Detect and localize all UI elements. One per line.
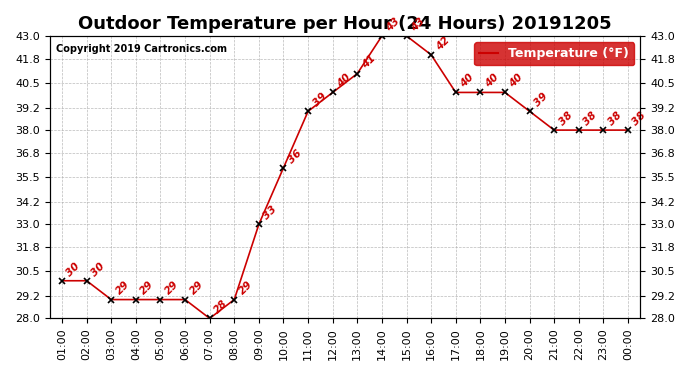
Text: 29: 29 <box>139 279 156 297</box>
Text: 38: 38 <box>557 110 574 128</box>
Text: 40: 40 <box>508 72 525 90</box>
Text: 29: 29 <box>114 279 131 297</box>
Text: 38: 38 <box>606 110 624 128</box>
Text: 40: 40 <box>459 72 476 90</box>
Text: 41: 41 <box>360 54 377 71</box>
Text: 39: 39 <box>311 91 328 108</box>
Text: 43: 43 <box>409 16 426 33</box>
Text: 43: 43 <box>385 16 402 33</box>
Text: 29: 29 <box>237 279 255 297</box>
Text: 39: 39 <box>532 91 550 108</box>
Legend: Temperature (°F): Temperature (°F) <box>475 42 634 65</box>
Text: 40: 40 <box>335 72 353 90</box>
Text: 38: 38 <box>631 110 648 128</box>
Text: 42: 42 <box>434 34 451 52</box>
Title: Outdoor Temperature per Hour (24 Hours) 20191205: Outdoor Temperature per Hour (24 Hours) … <box>78 15 612 33</box>
Text: 30: 30 <box>65 261 82 278</box>
Text: 28: 28 <box>213 298 230 316</box>
Text: Copyright 2019 Cartronics.com: Copyright 2019 Cartronics.com <box>56 44 226 54</box>
Text: 40: 40 <box>483 72 500 90</box>
Text: 29: 29 <box>188 279 205 297</box>
Text: 38: 38 <box>582 110 599 128</box>
Text: 30: 30 <box>90 261 107 278</box>
Text: 33: 33 <box>262 204 279 222</box>
Text: 36: 36 <box>286 148 304 165</box>
Text: 29: 29 <box>164 279 181 297</box>
